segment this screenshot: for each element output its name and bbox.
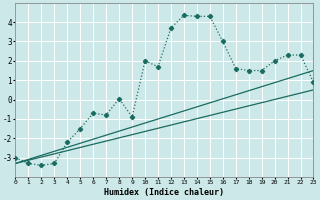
X-axis label: Humidex (Indice chaleur): Humidex (Indice chaleur) <box>105 188 225 197</box>
